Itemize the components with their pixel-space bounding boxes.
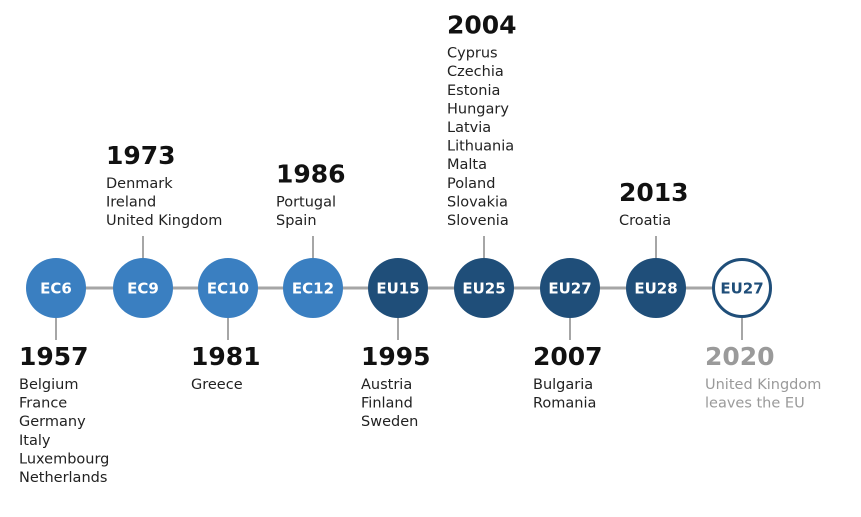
node-circle <box>540 258 600 318</box>
node-label: EU15 <box>376 280 419 298</box>
node-circle <box>712 258 772 318</box>
country: Ireland <box>106 194 156 210</box>
country: Hungary <box>447 101 509 117</box>
node-label: EC9 <box>127 280 159 298</box>
country: Netherlands <box>19 470 107 486</box>
node-circle <box>626 258 686 318</box>
year: 1973 <box>106 141 176 170</box>
year: 1986 <box>276 159 346 188</box>
node-label: EC10 <box>207 280 249 298</box>
node-circle <box>113 258 173 318</box>
country: Luxembourg <box>19 451 109 467</box>
year: 2020 <box>705 342 775 371</box>
country: Spain <box>276 213 317 229</box>
year: 1957 <box>19 342 89 371</box>
country: Germany <box>19 414 86 430</box>
year: 2004 <box>447 11 517 40</box>
country: Romania <box>533 396 596 412</box>
country: Sweden <box>361 414 418 430</box>
country: Czechia <box>447 64 504 80</box>
node-circle <box>198 258 258 318</box>
year: 1981 <box>191 342 261 371</box>
country: Denmark <box>106 176 173 192</box>
country: leaves the EU <box>705 396 805 412</box>
country: Finland <box>361 396 413 412</box>
node-label: EU27 <box>548 280 591 298</box>
country: Lithuania <box>447 139 514 155</box>
country: United Kingdom <box>705 377 821 393</box>
year: 2007 <box>533 342 603 371</box>
node-label: EU27 <box>720 280 763 298</box>
country: Belgium <box>19 377 78 393</box>
node-label: EU25 <box>462 280 505 298</box>
node-label: EC12 <box>292 280 334 298</box>
country: Cyprus <box>447 46 498 62</box>
country: Bulgaria <box>533 377 593 393</box>
country: Poland <box>447 176 495 192</box>
country: Portugal <box>276 194 336 210</box>
country: United Kingdom <box>106 213 222 229</box>
node-circle <box>283 258 343 318</box>
node-label: EC6 <box>40 280 72 298</box>
country: Croatia <box>619 213 671 229</box>
country: France <box>19 396 67 412</box>
country: Slovakia <box>447 194 508 210</box>
node-label: EU28 <box>634 280 677 298</box>
country: Italy <box>19 433 51 449</box>
node-circle <box>26 258 86 318</box>
year: 2013 <box>619 178 689 207</box>
country: Slovenia <box>447 213 509 229</box>
country: Malta <box>447 157 487 173</box>
country: Greece <box>191 377 243 393</box>
country: Estonia <box>447 83 500 99</box>
country: Latvia <box>447 120 491 136</box>
country: Austria <box>361 377 412 393</box>
year: 1995 <box>361 342 431 371</box>
node-circle <box>454 258 514 318</box>
node-circle <box>368 258 428 318</box>
